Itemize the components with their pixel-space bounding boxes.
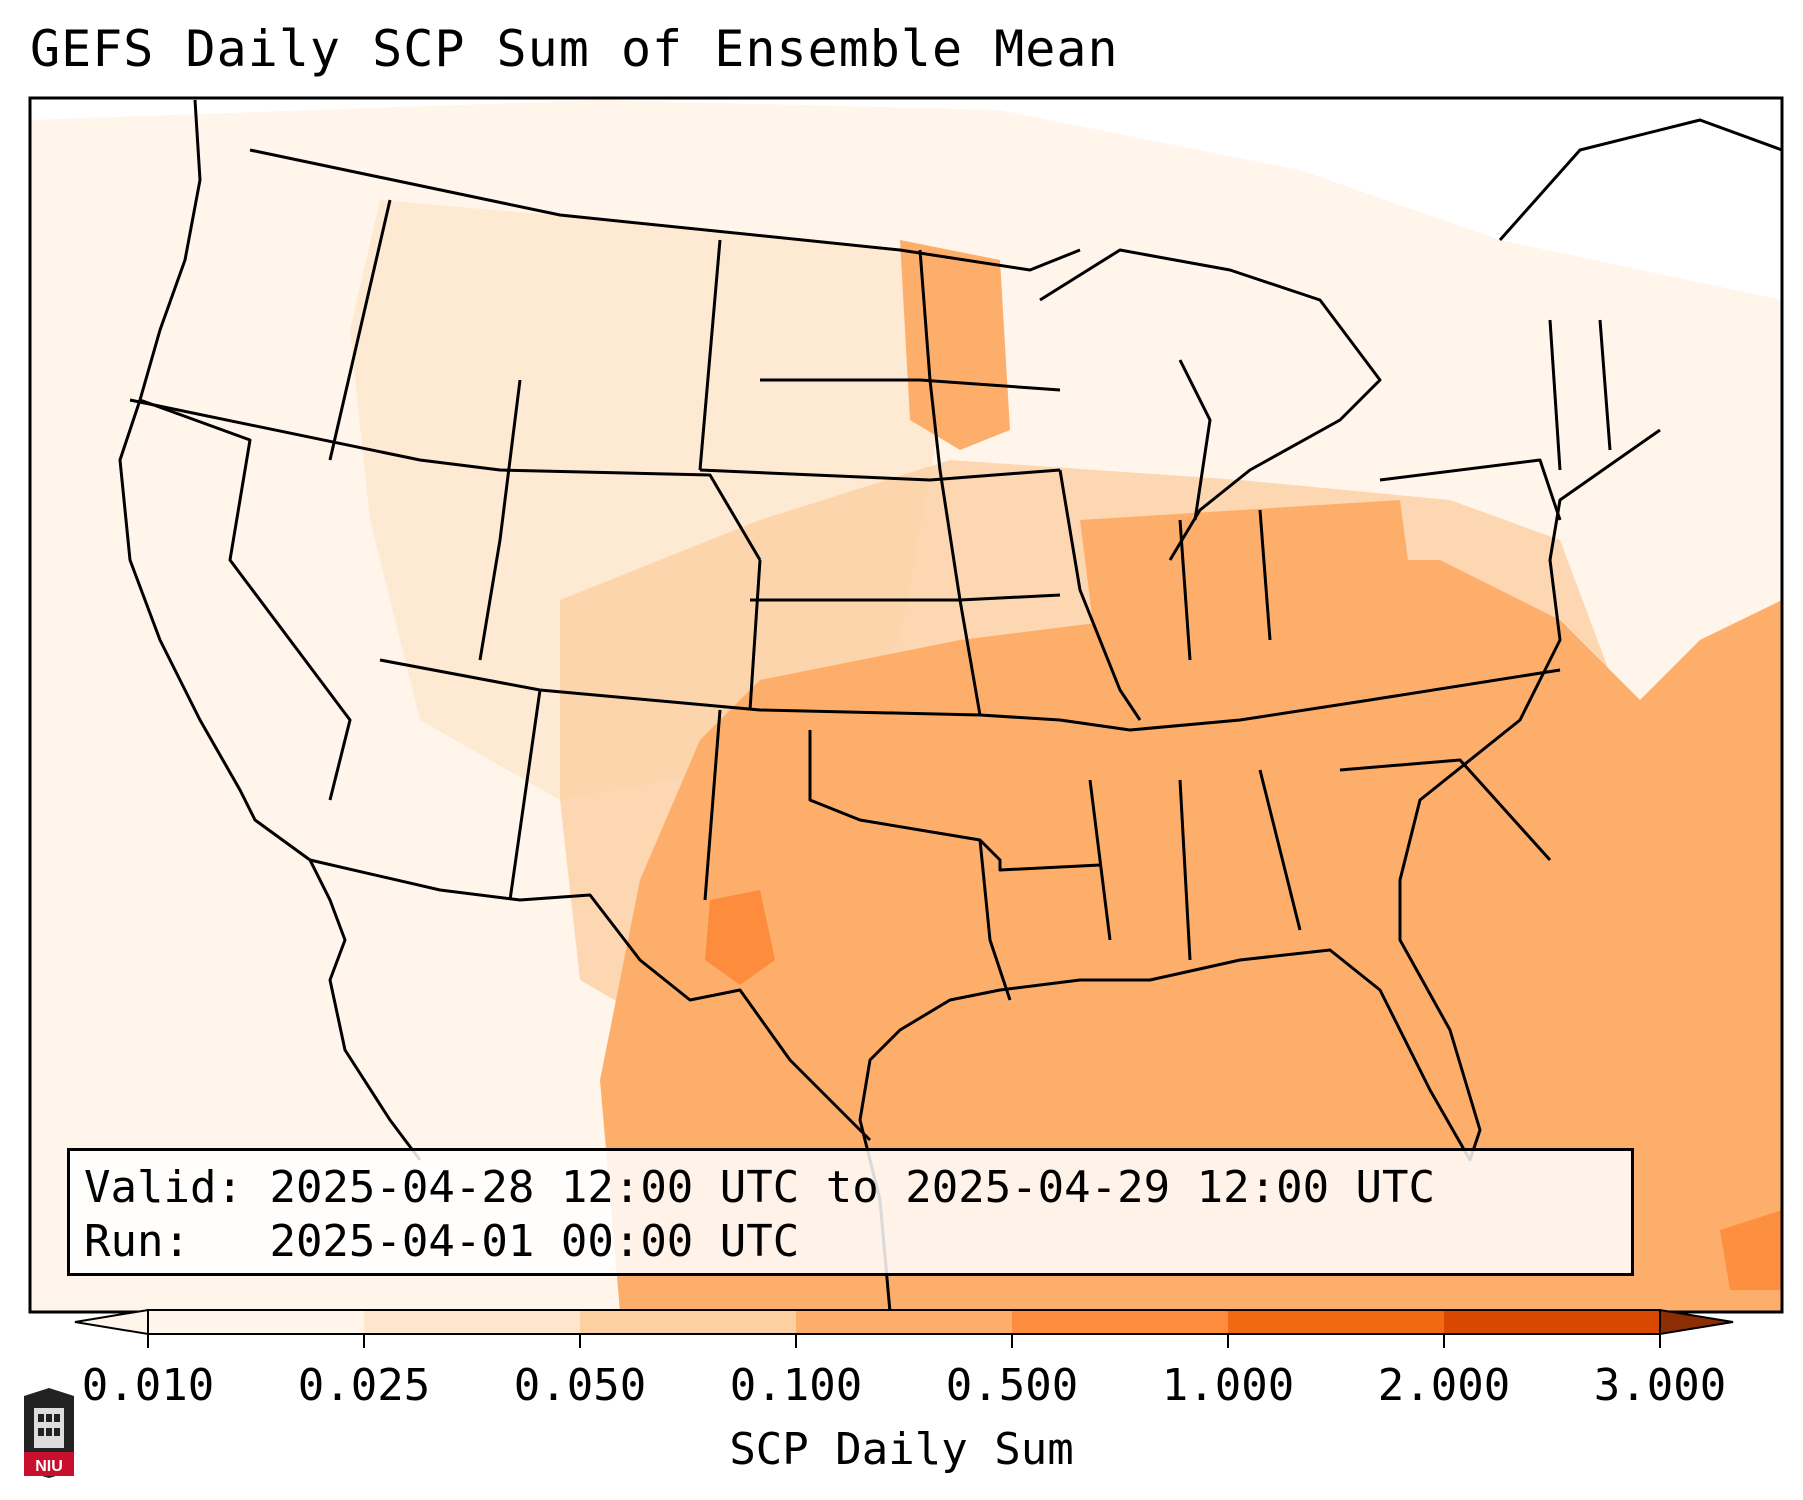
colorbar-segment bbox=[148, 1310, 365, 1334]
scp-field-midwest bbox=[900, 240, 1010, 450]
colorbar-tick-label: 0.010 bbox=[81, 1360, 215, 1411]
colorbar-label: SCP Daily Sum bbox=[729, 1424, 1074, 1475]
scp-field-ohio bbox=[1080, 500, 1420, 680]
niu-logo: NIU bbox=[20, 1386, 78, 1480]
coastlines-and-borders bbox=[118, 99, 1782, 1312]
colorbar-over-arrow bbox=[1659, 1308, 1734, 1336]
valid-value: 2025-04-28 12:00 UTC to 2025-04-29 12:00… bbox=[269, 1162, 1436, 1213]
colorbar-tick-label: 3.000 bbox=[1593, 1360, 1727, 1411]
colorbar-tick-label: 1.000 bbox=[1161, 1360, 1295, 1411]
colorbar-segment bbox=[1444, 1310, 1661, 1334]
colorbar-segment bbox=[364, 1310, 581, 1334]
colorbar-segment bbox=[1012, 1310, 1229, 1334]
colorbar-segment bbox=[1228, 1310, 1445, 1334]
valid-label: Valid: bbox=[84, 1162, 243, 1213]
colorbar-tick-label: 0.025 bbox=[297, 1360, 431, 1411]
colorbar-tick-label: 2.000 bbox=[1377, 1360, 1511, 1411]
colorbar bbox=[74, 1308, 1734, 1348]
scp-field-coast-max bbox=[1720, 1210, 1782, 1290]
scp-field-texas-max bbox=[705, 890, 775, 985]
colorbar-tick-label: 0.050 bbox=[513, 1360, 647, 1411]
colorbar-segment bbox=[580, 1310, 797, 1334]
valid-info-box: Valid: 2025-04-28 12:00 UTC to 2025-04-2… bbox=[67, 1148, 1634, 1276]
colorbar-outline bbox=[147, 1309, 1661, 1335]
colorbar-under-arrow bbox=[74, 1308, 149, 1336]
colorbar-tick-label: 0.100 bbox=[729, 1360, 863, 1411]
colorbar-tick-label: 0.500 bbox=[945, 1360, 1079, 1411]
scp-shading bbox=[30, 100, 1782, 1312]
run-label: Run: bbox=[84, 1216, 190, 1267]
map-title: GEFS Daily SCP Sum of Ensemble Mean bbox=[30, 20, 1119, 78]
logo-text: NIU bbox=[35, 1458, 63, 1475]
run-value: 2025-04-01 00:00 UTC bbox=[269, 1216, 800, 1267]
colorbar-segment bbox=[796, 1310, 1013, 1334]
